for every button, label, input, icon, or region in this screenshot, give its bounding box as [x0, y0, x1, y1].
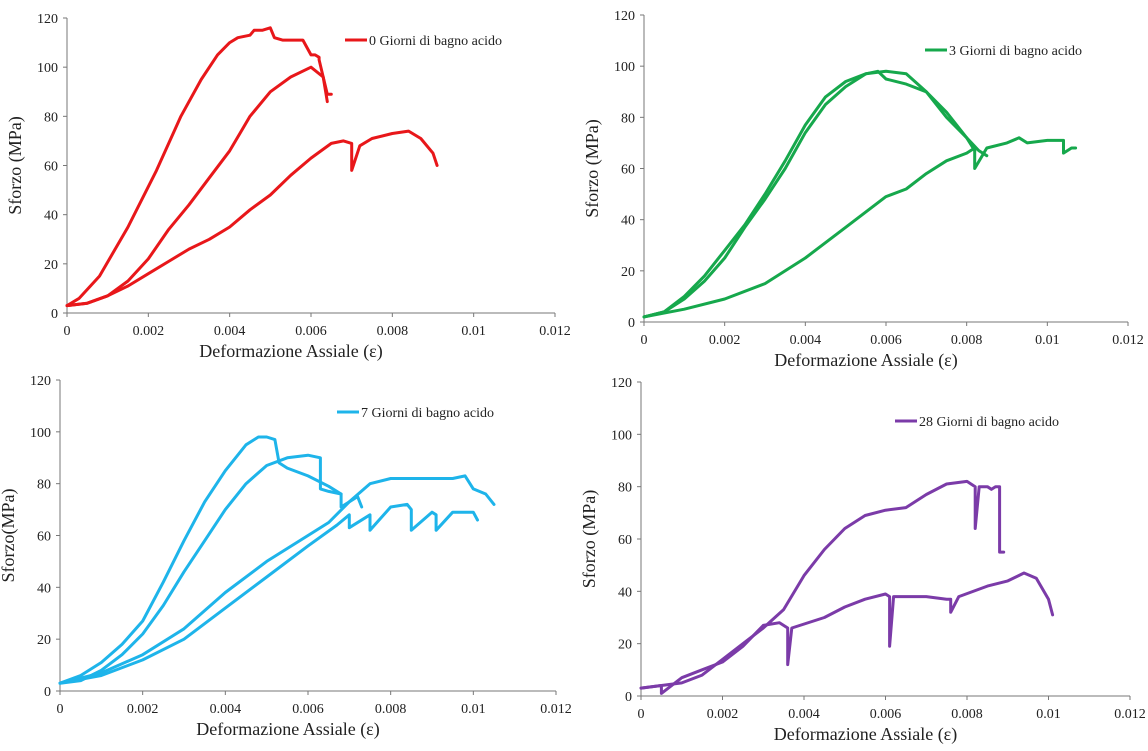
x-axis-title: Deformazione Assiale (ε) — [196, 719, 380, 740]
y-tick-label: 20 — [621, 265, 635, 280]
x-tick-label: 0.006 — [870, 707, 902, 722]
y-tick-label: 20 — [44, 258, 58, 273]
legend: 28 Giorni di bagno acido — [895, 415, 1059, 430]
y-tick-label: 60 — [621, 163, 635, 178]
y-tick-label: 20 — [37, 633, 51, 648]
x-tick-label: 0.012 — [1112, 333, 1144, 348]
chart-panel-3: 0 20 40 60 80 100 120 0 0.002 0.004 0.006 0.008 0.01… — [0, 374, 572, 740]
x-tick-label: 0.012 — [1114, 707, 1146, 722]
y-tick-label: 20 — [618, 638, 632, 653]
y-axis-title: Sforzo (MPa) — [579, 490, 600, 588]
series-line-3 — [642, 136, 1078, 319]
x-tick-label: 0.008 — [951, 707, 983, 722]
legend-label: 0 Giorni di bagno acido — [369, 34, 502, 49]
y-axis-title: Sforzo (MPa) — [5, 116, 26, 214]
x-tick-label: 0.002 — [133, 324, 165, 339]
x-tick-label: 0.004 — [214, 324, 246, 339]
y-tick-label: 100 — [30, 426, 51, 441]
x-tick-label: 0.004 — [790, 333, 822, 348]
y-tick-label: 0 — [51, 307, 58, 322]
series-line-4 — [58, 502, 479, 685]
series-line-1 — [58, 435, 343, 685]
y-tick-label: 40 — [621, 214, 635, 229]
x-tick-label: 0.012 — [539, 324, 571, 339]
series-line-2 — [58, 453, 364, 685]
legend: 0 Giorni di bagno acido — [345, 34, 502, 49]
y-tick-label: 0 — [628, 316, 635, 331]
legend: 3 Giorni di bagno acido — [925, 44, 1082, 59]
y-tick-label: 120 — [30, 374, 51, 389]
y-tick-label: 60 — [44, 160, 58, 175]
x-tick-label: 0.01 — [1036, 707, 1061, 722]
y-tick-label: 100 — [611, 428, 632, 443]
x-tick-label: 0 — [64, 324, 71, 339]
legend-label: 3 Giorni di bagno acido — [949, 44, 1082, 59]
x-tick-label: 0.01 — [461, 702, 486, 717]
x-tick-label: 0.01 — [1035, 333, 1060, 348]
y-tick-label: 100 — [614, 60, 635, 75]
y-tick-label: 120 — [611, 376, 632, 391]
series-line-1 — [639, 479, 1006, 690]
y-tick-label: 120 — [614, 9, 635, 24]
series-line-2 — [642, 69, 977, 319]
series-line-2 — [639, 571, 1055, 695]
x-tick-label: 0.004 — [788, 707, 820, 722]
x-tick-label: 0.002 — [707, 707, 739, 722]
y-tick-label: 60 — [618, 533, 632, 548]
y-tick-label: 100 — [37, 61, 58, 76]
y-tick-label: 80 — [44, 110, 58, 125]
y-tick-label: 60 — [37, 530, 51, 545]
x-tick-label: 0.01 — [461, 324, 486, 339]
chart-panel-4: 0 20 40 60 80 100 120 0 0.002 0.004 0.006 0.008 0.01… — [579, 376, 1146, 745]
legend: 7 Giorni di bagno acido — [337, 406, 494, 421]
series-line-2 — [65, 65, 329, 308]
x-tick-label: 0.008 — [951, 333, 983, 348]
y-tick-label: 80 — [37, 478, 51, 493]
series-line-1 — [642, 69, 989, 319]
y-tick-label: 120 — [37, 12, 58, 27]
y-tick-label: 0 — [44, 685, 51, 700]
x-tick-label: 0.002 — [127, 702, 159, 717]
legend-label: 28 Giorni di bagno acido — [919, 415, 1059, 430]
x-axis-title: Deformazione Assiale (ε) — [774, 724, 958, 745]
x-tick-label: 0 — [641, 333, 648, 348]
y-tick-label: 40 — [44, 209, 58, 224]
x-tick-label: 0.012 — [540, 702, 572, 717]
series-line-1 — [65, 26, 333, 308]
chart-panel-2: 0 20 40 60 80 100 120 0 0.002 0.004 0.006 0.008 0.01… — [582, 9, 1144, 371]
y-tick-label: 40 — [618, 585, 632, 600]
x-tick-label: 0.008 — [375, 702, 407, 717]
x-tick-label: 0.008 — [377, 324, 409, 339]
x-tick-label: 0.006 — [870, 333, 902, 348]
y-axis-title: Sforzo(MPa) — [0, 489, 19, 583]
y-tick-label: 0 — [625, 690, 632, 705]
x-tick-label: 0.006 — [292, 702, 324, 717]
y-tick-label: 80 — [618, 481, 632, 496]
y-tick-label: 80 — [621, 111, 635, 126]
x-tick-label: 0.004 — [210, 702, 242, 717]
series-line-3 — [65, 129, 439, 308]
x-tick-label: 0 — [638, 707, 645, 722]
x-tick-label: 0.006 — [295, 324, 327, 339]
y-axis-title: Sforzo (MPa) — [582, 119, 603, 217]
x-tick-label: 0.002 — [709, 333, 741, 348]
x-axis-title: Deformazione Assiale (ε) — [199, 341, 383, 362]
legend-label: 7 Giorni di bagno acido — [361, 406, 494, 421]
series-line-3 — [58, 474, 496, 685]
chart-panel-1: 0 20 40 60 80 100 120 0 0.002 0.004 0.006 0.008 0.01… — [5, 12, 571, 362]
x-axis-title: Deformazione Assiale (ε) — [774, 350, 958, 371]
y-tick-label: 40 — [37, 581, 51, 596]
x-tick-label: 0 — [57, 702, 64, 717]
